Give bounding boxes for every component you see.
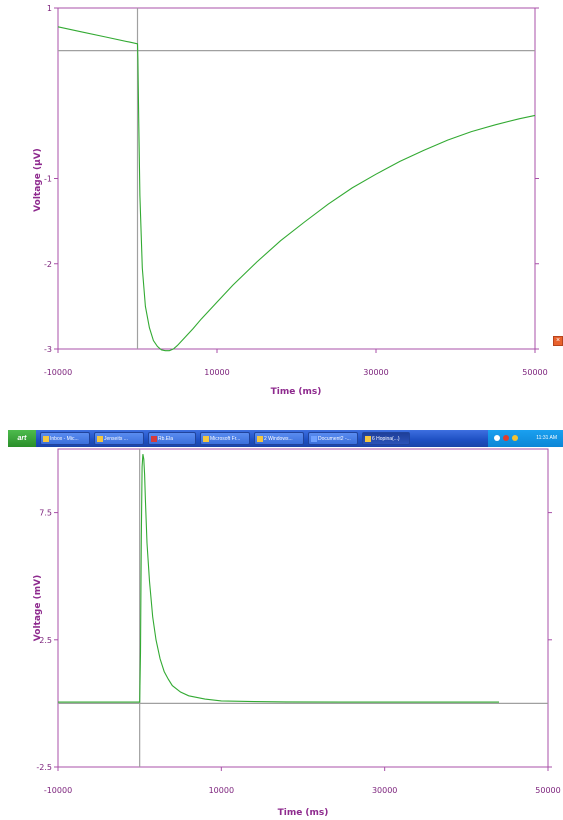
taskbar-button-inbox[interactable]: Inbox - Mic... <box>40 432 90 445</box>
x-tick-label: 30000 <box>363 368 388 377</box>
folder-icon <box>257 436 263 442</box>
app-icon <box>365 436 371 442</box>
x-tick-label: -10000 <box>44 368 72 377</box>
y-tick-label: -2.5 <box>36 763 52 772</box>
x-axis-label: Time (ms) <box>278 808 329 818</box>
y-axis-label: Voltage (µV) <box>33 148 43 212</box>
browser-icon <box>97 436 103 442</box>
taskbar-button-document[interactable]: Document2 -... <box>308 432 358 445</box>
y-tick-label: -2 <box>44 260 52 269</box>
taskbar-button-windows[interactable]: 2 Windows... <box>254 432 304 445</box>
x-tick-label: 50000 <box>535 786 560 795</box>
y-tick-label: 2.5 <box>39 636 52 645</box>
x-axis-label: Time (ms) <box>271 387 322 397</box>
network-icon[interactable] <box>494 435 500 441</box>
taskbar-button-browser[interactable]: Jenseits ... <box>94 432 144 445</box>
y-axis-label: Voltage (mV) <box>33 575 43 641</box>
y-tick-label: -3 <box>44 345 52 354</box>
series-line-0 <box>57 26 536 352</box>
windows-taskbar: art Inbox - Mic... Jenseits ... Rb.Ela M… <box>8 430 563 447</box>
plot-frame <box>57 448 549 768</box>
envelope-icon <box>43 436 49 442</box>
antivirus-icon[interactable] <box>503 435 509 441</box>
taskbar-button-rb[interactable]: Rb.Ela <box>148 432 196 445</box>
clock: 11:31 AM <box>536 435 557 441</box>
x-tick-label: 10000 <box>204 368 229 377</box>
chart-bottom: -10000 10000 30000 50000 -2.5 2.5 7.5 Time (ms)… <box>33 448 561 818</box>
system-tray: 11:31 AM <box>488 430 563 447</box>
y-tick-label: -1 <box>44 175 52 184</box>
x-tick-label: -10000 <box>44 786 72 795</box>
taskbar-button-hopina[interactable]: 6 Hopina(...) <box>362 432 410 445</box>
y-tick-label: 1 <box>47 4 52 13</box>
app-icon <box>203 436 209 442</box>
x-tick-label: 30000 <box>372 786 397 795</box>
y-tick-label: 7.5 <box>39 509 52 518</box>
x-tick-label: 10000 <box>209 786 234 795</box>
close-icon[interactable]: × <box>553 336 563 346</box>
start-button[interactable]: art <box>8 430 36 447</box>
x-tick-label: 50000 <box>522 368 547 377</box>
app-icon <box>151 436 157 442</box>
document-icon <box>311 436 317 442</box>
plot-frame <box>57 7 536 350</box>
series-line-0 <box>58 454 499 703</box>
volume-icon[interactable] <box>512 435 518 441</box>
taskbar-button-microsoft[interactable]: Microsoft Fr... <box>200 432 250 445</box>
chart-top: -10000 10000 30000 50000 -3 -2 -1 1 Time (ms) Vol… <box>33 4 548 397</box>
